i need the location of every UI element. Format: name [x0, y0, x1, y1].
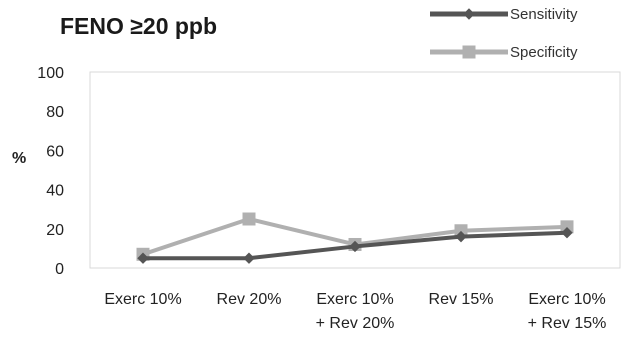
plot-area: [89, 71, 621, 269]
legend-marker-sensitivity: [463, 8, 475, 20]
x-tick-label: Exerc 10% + Rev 20%: [316, 291, 395, 332]
y-axis: 0 20 40 60 80 100: [37, 65, 64, 278]
y-tick-label: 60: [46, 143, 64, 160]
x-tick-label: Exerc 10% + Rev 15%: [528, 291, 607, 332]
x-tick-label: Rev 20%: [217, 291, 282, 308]
data-point-specificity: [242, 212, 256, 226]
x-tick-label: Exerc 10%: [104, 291, 181, 308]
y-axis-label: %: [12, 150, 26, 167]
legend: Sensitivity Specificity: [430, 6, 578, 61]
series-layer: [136, 212, 574, 264]
y-tick-label: 80: [46, 104, 64, 121]
legend-label-sensitivity: Sensitivity: [510, 6, 578, 23]
y-tick-label: 100: [37, 65, 64, 82]
data-point-sensitivity: [137, 252, 149, 264]
x-tick-label: Rev 15%: [429, 291, 494, 308]
data-point-sensitivity: [455, 230, 467, 243]
y-tick-label: 20: [46, 222, 64, 239]
legend-label-specificity: Specificity: [510, 44, 578, 61]
data-point-sensitivity: [561, 227, 573, 239]
x-axis: Exerc 10% Rev 20% Exerc 10% + Rev 20% Rev 15…: [104, 291, 606, 332]
legend-marker-specificity: [462, 45, 476, 59]
y-tick-label: 40: [46, 183, 64, 200]
chart-title: FENO ≥20 ppb: [60, 13, 217, 39]
data-point-sensitivity: [349, 240, 361, 253]
data-point-sensitivity: [243, 252, 255, 264]
y-tick-label: 0: [55, 261, 64, 278]
